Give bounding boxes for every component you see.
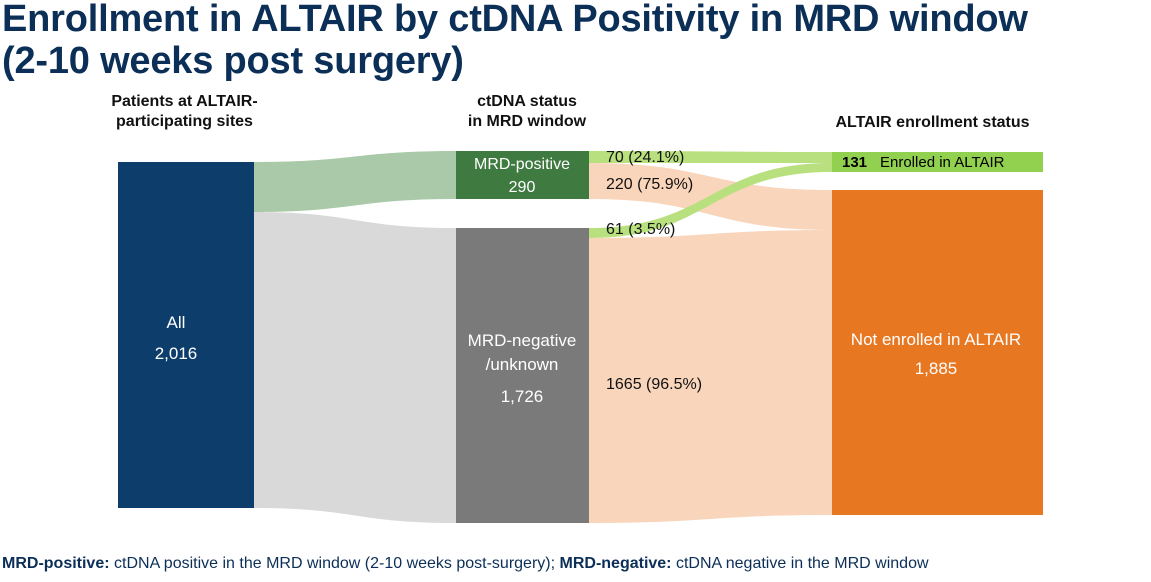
node-mrd-positive [456, 151, 589, 199]
footnote-term-positive: MRD-positive: [2, 555, 110, 572]
column-header-patients-line1: Patients at ALTAIR- [111, 93, 258, 110]
flow-negative-to-enrolled [589, 163, 832, 238]
node-all [118, 162, 254, 508]
column-header-patients: Patients at ALTAIR- participating sites [92, 92, 277, 132]
node-all-label: All [167, 313, 186, 332]
node-not-enrolled-value: 1,885 [915, 359, 958, 378]
flow-label-pos-enrolled: 70 (24.1%) [606, 149, 684, 166]
flow-label-neg-enrolled: 61 (3.5%) [606, 221, 675, 238]
page-title: Enrollment in ALTAIR by ctDNA Positivity… [2, 0, 1028, 82]
footnote: MRD-positive: ctDNA positive in the MRD … [2, 555, 929, 573]
footnote-def-positive: ctDNA positive in the MRD window (2-10 w… [109, 555, 560, 572]
sankey-diagram: All 2,016 MRD-positive 290 MRD-negative … [118, 149, 1043, 523]
column-header-ctdna: ctDNA status in MRD window [432, 92, 622, 132]
node-mrd-positive-label: MRD-positive [474, 156, 570, 173]
flow-label-pos-not-enrolled: 220 (75.9%) [606, 176, 693, 193]
flow-all-to-positive [254, 151, 456, 212]
footnote-def-negative: ctDNA negative in the MRD window [671, 555, 929, 572]
title-line-2: (2-10 weeks post surgery) [2, 40, 464, 82]
node-not-enrolled-label: Not enrolled in ALTAIR [851, 330, 1021, 349]
node-mrd-positive-value: 290 [509, 179, 536, 196]
node-mrd-negative [456, 228, 589, 523]
flow-negative-to-not-enrolled [589, 230, 832, 523]
column-header-ctdna-line2: in MRD window [467, 113, 587, 130]
node-enrolled-value: 131 [842, 154, 867, 171]
column-header-enrollment-line1: ALTAIR enrollment status [835, 114, 1030, 131]
node-not-enrolled [832, 190, 1043, 515]
node-enrolled [832, 152, 1043, 172]
title-line-1: Enrollment in ALTAIR by ctDNA Positivity… [2, 0, 1028, 40]
node-mrd-negative-label: MRD-negative [468, 331, 577, 350]
flow-all-to-negative [254, 212, 456, 523]
node-enrolled-label: Enrolled in ALTAIR [880, 154, 1005, 171]
footnote-term-negative: MRD-negative: [559, 555, 672, 572]
column-header-patients-line2: participating sites [116, 113, 253, 130]
column-header-enrollment: ALTAIR enrollment status [800, 113, 1065, 133]
node-mrd-negative-value: 1,726 [501, 387, 544, 406]
flow-label-neg-not-enrolled: 1665 (96.5%) [606, 376, 702, 393]
node-mrd-negative-label2: /unknown [486, 355, 559, 374]
column-header-ctdna-line1: ctDNA status [477, 93, 577, 110]
flow-positive-to-enrolled [589, 151, 832, 163]
node-all-value: 2,016 [155, 344, 198, 363]
